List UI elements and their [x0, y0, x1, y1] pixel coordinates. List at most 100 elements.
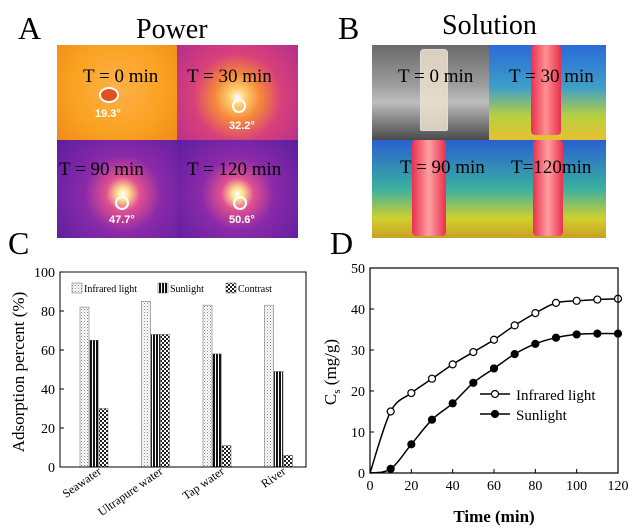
- y-axis-label-unit: (mg/g): [321, 339, 340, 390]
- data-point-infrared-light: [427, 374, 437, 383]
- y-tick-label: 0: [48, 461, 55, 476]
- bar-sunlight: [89, 340, 99, 468]
- bottle-icon: [531, 45, 561, 135]
- x-tick-label: 80: [528, 479, 542, 494]
- data-point-infrared-light: [386, 407, 395, 416]
- legend-label: Infrared light: [516, 388, 596, 404]
- y-tick-label: 100: [34, 266, 55, 281]
- x-tick-label: 0: [367, 479, 374, 494]
- tile-label: T = 90 min: [59, 159, 144, 180]
- solution-tile-30: T = 30 min: [489, 45, 606, 140]
- solution-tile-0: T = 0 min: [372, 45, 489, 140]
- tile-label: T = 120 min: [187, 159, 282, 180]
- bar-infrared-light: [79, 306, 90, 468]
- y-axis-label-sub: s: [331, 389, 343, 393]
- bar-infrared-light: [202, 304, 213, 468]
- data-point-sunlight: [448, 399, 457, 408]
- panel-b-letter: B: [338, 10, 360, 46]
- bar-contrast: [283, 455, 293, 468]
- plot-frame: [59, 271, 307, 468]
- tile-label: T = 90 min: [400, 157, 485, 178]
- x-tick-label: 40: [446, 479, 460, 494]
- data-point-infrared-light: [469, 347, 478, 357]
- temperature-readout: 32.2°: [229, 120, 255, 132]
- y-tick-label: 10: [351, 426, 365, 441]
- category-label: Tap water: [180, 464, 227, 503]
- panel-b-title: Solution: [442, 10, 537, 41]
- legend-swatch: [71, 282, 83, 294]
- x-axis-label: Time (min): [453, 507, 534, 526]
- bar-contrast: [160, 334, 170, 468]
- data-point-sunlight: [489, 364, 499, 373]
- data-point-sunlight: [386, 464, 395, 473]
- data-point-infrared-light: [407, 388, 416, 398]
- bottle-icon: [412, 140, 446, 236]
- power-tile-30: T = 30 min 32.2°: [177, 45, 298, 140]
- bar-sunlight: [150, 334, 161, 468]
- data-point-infrared-light: [448, 360, 457, 369]
- power-tile-0: T = 0 min 19.3°: [57, 45, 177, 140]
- bar-infrared-light: [141, 301, 151, 468]
- data-point-infrared-light: [531, 308, 540, 318]
- legend-label: Sunlight: [170, 284, 204, 295]
- data-point-sunlight: [510, 349, 519, 359]
- power-tile-90: T = 90 min 47.7°: [57, 140, 177, 238]
- y-tick-label: 30: [351, 344, 365, 359]
- legend-swatch: [157, 282, 169, 294]
- data-point-infrared-light: [572, 296, 581, 305]
- y-tick-label: 40: [41, 383, 55, 398]
- data-point-sunlight: [551, 333, 561, 342]
- panel-d-letter: D: [330, 225, 354, 261]
- bottle-icon: [420, 49, 448, 131]
- data-point-sunlight: [531, 339, 540, 348]
- tile-label: T = 0 min: [83, 66, 159, 87]
- category-label: River: [258, 464, 288, 491]
- hotspot-icon: [233, 196, 247, 210]
- data-point-sunlight: [427, 415, 437, 424]
- legend-label: Contrast: [238, 284, 272, 295]
- data-point-sunlight: [469, 378, 478, 387]
- bar-infrared-light: [264, 304, 274, 468]
- y-tick-label: 40: [351, 303, 365, 318]
- cs-line-chart: 0 20 40 60 80 100 120 0 10 20 30 40 50 Infrared ligh…: [321, 262, 628, 526]
- data-point-infrared-light: [593, 295, 602, 304]
- y-tick-label: 0: [358, 467, 365, 482]
- temperature-readout: 47.7°: [109, 214, 135, 226]
- plot-frame: [369, 267, 619, 474]
- solution-tile-90: T = 90 min: [372, 140, 489, 238]
- bottle-icon: [533, 140, 563, 236]
- temperature-readout: 19.3°: [95, 108, 121, 120]
- legend-label: Infrared light: [84, 284, 137, 295]
- tile-label: T = 30 min: [509, 66, 594, 87]
- y-tick-label: 20: [351, 385, 365, 400]
- y-axis-label: Adsorption percent (%): [9, 292, 28, 453]
- y-axis-label: Cs (mg/g): [321, 339, 343, 405]
- legend-marker: [490, 389, 500, 399]
- panel-a-title: Power: [136, 14, 208, 45]
- x-tick-label: 60: [487, 479, 501, 494]
- legend-marker: [490, 409, 500, 419]
- x-tick-label: 20: [404, 479, 418, 494]
- data-point-sunlight: [593, 329, 602, 338]
- y-tick-label: 20: [41, 422, 55, 437]
- power-tile-120: T = 120 min 50.6°: [177, 140, 298, 238]
- data-point-infrared-light: [489, 335, 499, 344]
- category-label: Seawater: [60, 464, 104, 501]
- bar-sunlight: [212, 353, 222, 468]
- hotspot-icon: [115, 196, 129, 210]
- y-axis-label-main: C: [321, 394, 340, 405]
- y-tick-label: 80: [41, 305, 55, 320]
- tile-label: T=120min: [511, 157, 592, 178]
- y-tick-label: 60: [41, 344, 55, 359]
- panel-c-letter: C: [8, 225, 30, 261]
- hotspot-icon: [232, 99, 246, 113]
- bar-sunlight: [273, 371, 284, 468]
- data-point-infrared-light: [551, 298, 561, 307]
- temperature-readout: 50.6°: [229, 214, 255, 226]
- x-tick-label: 100: [566, 479, 587, 494]
- data-point-infrared-light: [510, 321, 519, 330]
- y-tick-label: 50: [351, 262, 365, 277]
- tile-label: T = 0 min: [398, 66, 474, 87]
- legend-label: Sunlight: [516, 408, 568, 424]
